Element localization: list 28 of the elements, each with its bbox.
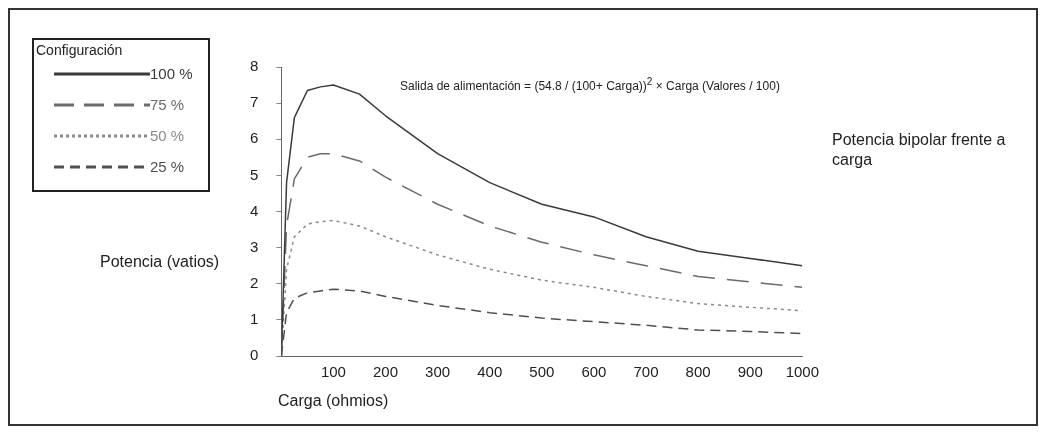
- y-tick-label: 2: [250, 273, 259, 291]
- x-tick-label: 100: [320, 363, 346, 381]
- x-tick-label: 1000: [785, 363, 819, 381]
- annotation: Salida de alimentación = (54.8 / (100+ Carga))$^{2}$ × Carga (Valores / 100): [400, 76, 780, 93]
- y-tick-label: 6: [250, 129, 259, 147]
- x-axis-title: Carga (ohmios): [278, 392, 389, 410]
- text: Potencia bipolar frente a carga: [832, 130, 1007, 170]
- x-tick-label: 900: [737, 363, 763, 381]
- text: 25 %: [150, 158, 185, 175]
- y-tick-label: 5: [250, 165, 259, 183]
- y-tick-label: 7: [250, 93, 259, 111]
- x-tick-label: 600: [581, 363, 607, 381]
- x-tick-label: 800: [685, 363, 711, 381]
- y-tick-label: 8: [250, 57, 259, 75]
- x-tick-label: 400: [477, 363, 503, 381]
- y-tick-label: 3: [250, 237, 259, 255]
- x-tick-label: 300: [425, 363, 451, 381]
- x-tick-label: 200: [373, 363, 399, 381]
- text: 100 %: [150, 65, 193, 82]
- y-tick-label: 0: [250, 346, 259, 364]
- x-tick-label: 500: [529, 363, 555, 381]
- y-tick-label: 1: [250, 310, 259, 328]
- y-tick-label: 4: [250, 201, 259, 219]
- text: 75 %: [150, 96, 185, 113]
- text: 50 %: [150, 127, 185, 144]
- x-tick-label: 700: [633, 363, 659, 381]
- y-axis-title: Potencia (vatios): [100, 253, 220, 271]
- legend-title: Configuración: [36, 42, 124, 58]
